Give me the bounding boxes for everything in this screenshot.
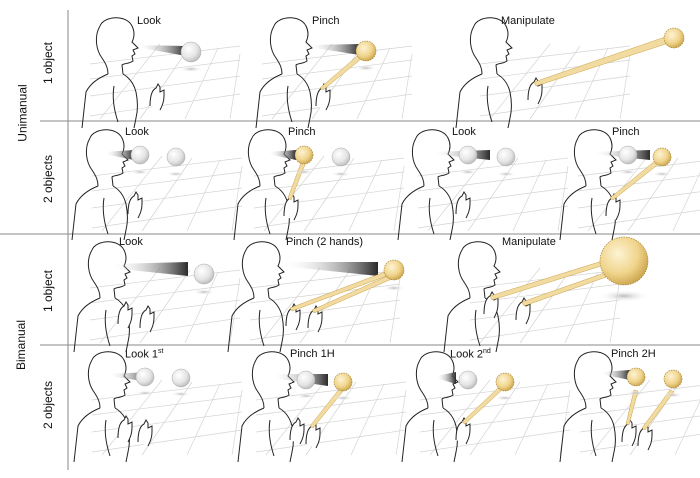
panel-title-u1-manipulate: Manipulate	[501, 15, 555, 27]
panel-title-u1-look: Look	[137, 15, 161, 27]
panel-title-b1-look: Look	[119, 236, 143, 248]
panel-title-u1-pinch: Pinch	[312, 15, 340, 27]
panel-title-b2-look-2nd: Look 2nd	[450, 348, 491, 361]
panel-title-u2-pinch-1: Pinch	[288, 126, 316, 138]
panel-title-b1-pinch-two-hands: Pinch (2 hands)	[286, 236, 364, 248]
panel-b1-look	[73, 241, 241, 353]
panel-title-b2-pinch-1h: Pinch 1H	[290, 348, 335, 360]
panel-title-b2-look-1st: Look 1st	[125, 348, 164, 361]
panel-u1-manipulate	[455, 17, 685, 129]
panel-title-b2-pinch-2h: Pinch 2H	[611, 348, 656, 360]
panel-u1-pinch	[255, 17, 413, 129]
panel-u2-look-2	[397, 129, 569, 241]
panel-u2-pinch-2	[559, 129, 700, 241]
panel-b2-look-1st	[73, 351, 243, 463]
panel-b1-manipulate	[443, 236, 650, 353]
panel-title-u2-pinch-2: Pinch	[612, 126, 640, 138]
panel-title-u2-look-2: Look	[452, 126, 476, 138]
panel-u2-pinch-1	[233, 129, 405, 241]
panel-u2-look-1	[71, 129, 243, 241]
panel-b2-look-2nd	[401, 351, 571, 463]
panel-title-b1-manipulate: Manipulate	[502, 236, 556, 248]
panel-title-u2-look-1: Look	[125, 126, 149, 138]
grid-dividers	[0, 10, 700, 470]
panel-b2-pinch-1h	[237, 351, 407, 463]
panel-u1-look	[81, 17, 241, 129]
panel-b2-pinch-2h	[559, 351, 700, 463]
panel-b1-pinch-two-hands	[227, 241, 405, 353]
